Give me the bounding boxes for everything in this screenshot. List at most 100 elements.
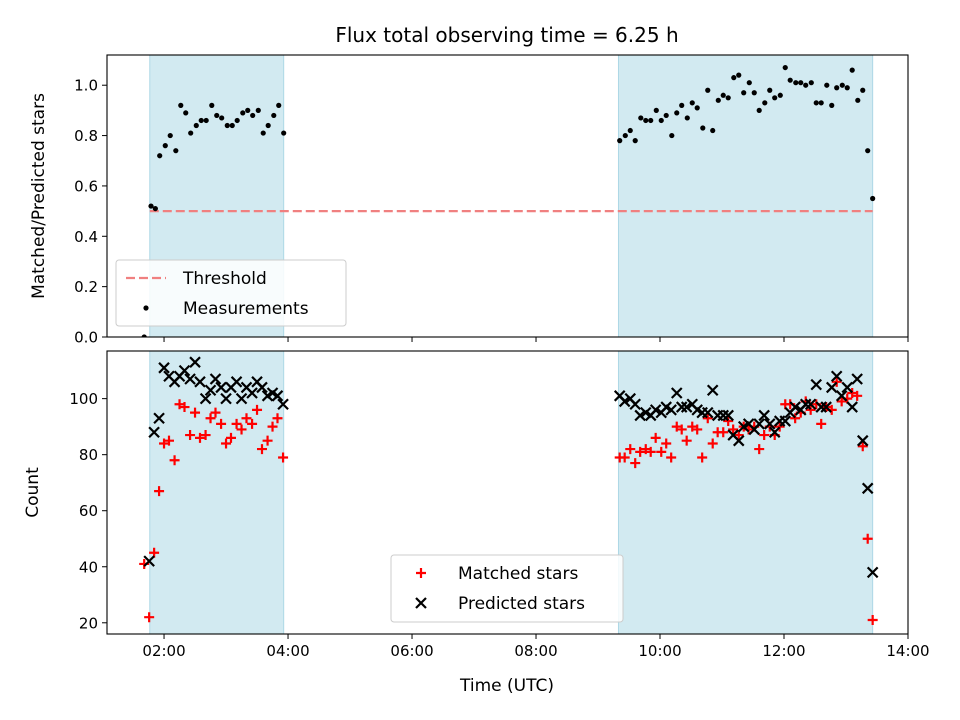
data-point (751, 90, 757, 96)
data-point (697, 452, 708, 463)
data-point (619, 452, 630, 463)
data-point (808, 80, 814, 86)
data-point (835, 390, 848, 402)
y-tick-label: 20 (79, 614, 98, 632)
legend: Threshold Measurements (115, 259, 347, 327)
data-point (185, 430, 196, 441)
data-point (860, 87, 866, 93)
data-point (256, 381, 268, 394)
data-point (630, 458, 641, 469)
data-point (230, 376, 243, 388)
data-point (277, 398, 289, 411)
data-point (753, 418, 765, 430)
data-point (271, 390, 284, 402)
observing-window-2 (617, 55, 874, 337)
axes-frame (106, 54, 909, 338)
data-point (200, 430, 211, 441)
data-point (851, 373, 863, 385)
data-point (629, 398, 641, 411)
legend-box (115, 259, 347, 327)
data-point (204, 384, 217, 397)
data-point (702, 413, 713, 424)
y-tick-label: 1.0 (74, 77, 98, 95)
data-point (825, 381, 838, 394)
data-point (674, 110, 680, 116)
data-point (209, 373, 222, 385)
data-point (681, 435, 692, 446)
data-point (679, 102, 685, 108)
data-point (718, 427, 729, 438)
data-point (167, 132, 173, 139)
data-point (815, 401, 827, 413)
data-point (245, 107, 251, 113)
data-point (830, 370, 843, 382)
y-tick-label: 40 (79, 558, 98, 576)
data-point (157, 153, 163, 159)
data-point (163, 435, 174, 446)
plot-area (139, 351, 879, 634)
data-point (793, 80, 799, 86)
data-point (762, 100, 768, 106)
data-point (816, 418, 827, 429)
data-point (820, 401, 832, 413)
data-point (255, 107, 261, 113)
legend-marker-plus (416, 568, 426, 578)
data-point (855, 97, 861, 103)
data-point (779, 415, 792, 427)
data-point (665, 404, 677, 416)
data-point (829, 102, 835, 108)
data-point (241, 413, 252, 424)
data-point (265, 122, 271, 129)
data-point (810, 378, 823, 391)
x-tick-label: 12:00 (762, 642, 805, 660)
y-tick-label: 0.0 (74, 329, 98, 347)
data-point (763, 418, 776, 430)
data-point (700, 125, 706, 131)
data-point (787, 77, 793, 83)
data-point (246, 387, 258, 399)
data-point (618, 395, 631, 408)
data-point (648, 117, 654, 124)
y-tick-label: 0.4 (74, 228, 98, 246)
series-predicted-stars (143, 356, 879, 579)
data-point (234, 117, 240, 124)
data-point (184, 373, 196, 385)
data-point (281, 130, 287, 136)
data-point (236, 424, 247, 435)
data-point (627, 127, 633, 134)
data-point (178, 364, 191, 377)
data-point (676, 424, 687, 435)
data-point (694, 105, 700, 111)
x-tick-label: 08:00 (514, 642, 557, 660)
y-axis-label: Count (23, 467, 43, 518)
x-tick-label: 14:00 (886, 642, 929, 660)
data-point (663, 112, 669, 119)
y-tick-label: 0.6 (74, 177, 98, 195)
axes-frame (106, 350, 909, 635)
data-point (725, 95, 731, 101)
data-point (643, 117, 649, 124)
x-tick-label: 06:00 (390, 642, 433, 660)
data-point (229, 122, 235, 129)
data-point (818, 100, 824, 106)
data-point (720, 92, 726, 98)
data-point (158, 362, 170, 374)
data-point (844, 85, 850, 91)
data-point (240, 110, 246, 116)
data-point (247, 418, 258, 429)
data-point (650, 432, 661, 443)
data-point (684, 115, 690, 121)
data-point (759, 430, 770, 441)
data-point (173, 148, 179, 154)
data-point (758, 409, 770, 422)
data-point (841, 381, 854, 394)
data-point (235, 392, 248, 405)
data-point (272, 413, 283, 424)
data-point (209, 102, 215, 108)
data-point (225, 432, 236, 443)
data-point (152, 205, 158, 212)
data-point (634, 409, 646, 422)
data-point (256, 444, 267, 455)
legend-label: Matched stars (458, 564, 578, 584)
data-point (849, 67, 855, 73)
